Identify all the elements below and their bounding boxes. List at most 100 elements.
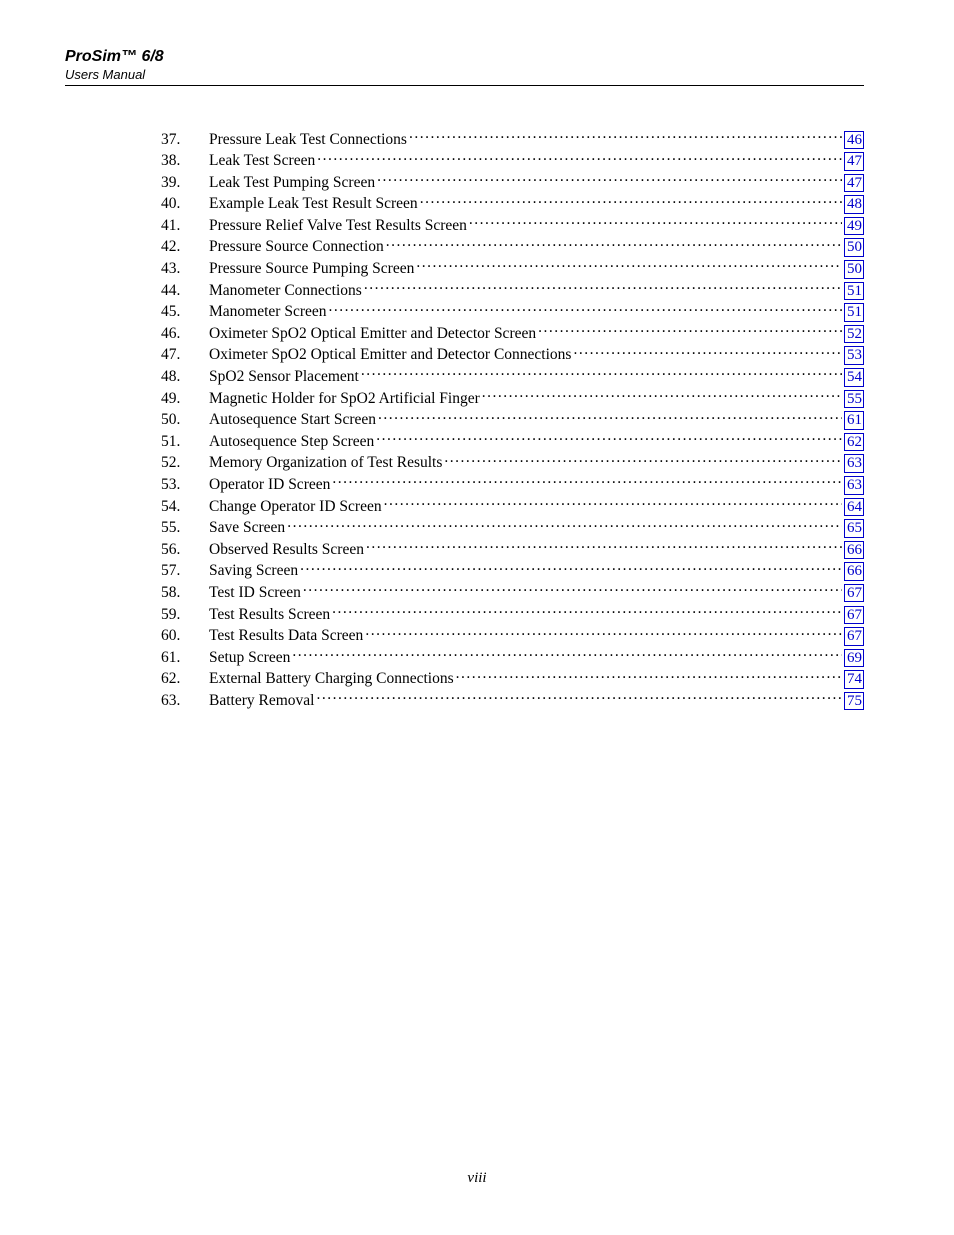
toc-leader-dots xyxy=(287,517,842,533)
toc-entry: 61.Setup Screen69 xyxy=(161,646,864,667)
toc-entry: 46.Oximeter SpO2 Optical Emitter and Det… xyxy=(161,322,864,343)
toc-entry-number: 49. xyxy=(161,390,209,409)
toc-entry: 47.Oximeter SpO2 Optical Emitter and Det… xyxy=(161,344,864,365)
toc-entry: 58.Test ID Screen67 xyxy=(161,581,864,602)
toc-leader-dots xyxy=(329,301,843,317)
toc-entry-number: 63. xyxy=(161,692,209,711)
toc-page-link[interactable]: 67 xyxy=(844,584,864,603)
toc-page-link[interactable]: 49 xyxy=(844,217,864,236)
toc-page-link[interactable]: 50 xyxy=(844,238,864,257)
toc-leader-dots xyxy=(444,452,842,468)
toc-page-link[interactable]: 67 xyxy=(844,627,864,646)
toc-page-link[interactable]: 69 xyxy=(844,649,864,668)
toc-entry-number: 60. xyxy=(161,627,209,646)
toc-entry-title: Test Results Screen xyxy=(209,606,330,625)
toc-page-link[interactable]: 66 xyxy=(844,541,864,560)
toc-entry: 48.SpO2 Sensor Placement54 xyxy=(161,366,864,387)
header-title: ProSim™ 6/8 xyxy=(65,48,864,66)
toc-page-link[interactable]: 53 xyxy=(844,346,864,365)
toc-entry-number: 46. xyxy=(161,325,209,344)
toc-leader-dots xyxy=(366,538,842,554)
toc-entry-title: Autosequence Step Screen xyxy=(209,433,374,452)
toc-entry: 59.Test Results Screen 67 xyxy=(161,603,864,624)
toc-page-link[interactable]: 55 xyxy=(844,390,864,409)
toc-entry: 49.Magnetic Holder for SpO2 Artificial F… xyxy=(161,387,864,408)
toc-leader-dots xyxy=(303,581,842,597)
toc-page-link[interactable]: 46 xyxy=(844,131,864,150)
toc-leader-dots xyxy=(573,344,842,360)
toc-entry: 60.Test Results Data Screen 67 xyxy=(161,625,864,646)
toc-leader-dots xyxy=(361,366,842,382)
toc-entry: 63.Battery Removal75 xyxy=(161,689,864,710)
toc-entry-title: Example Leak Test Result Screen xyxy=(209,195,418,214)
toc-page-link[interactable]: 64 xyxy=(844,498,864,517)
toc-entry-title: Test ID Screen xyxy=(209,584,301,603)
toc-entry-title: External Battery Charging Connections xyxy=(209,670,454,689)
toc-entry-number: 54. xyxy=(161,498,209,517)
toc-entry-number: 42. xyxy=(161,238,209,257)
toc-entry-number: 61. xyxy=(161,649,209,668)
toc-entry-title: Pressure Source Connection xyxy=(209,238,384,257)
toc-page-link[interactable]: 52 xyxy=(844,325,864,344)
toc-entry-number: 44. xyxy=(161,282,209,301)
page-header: ProSim™ 6/8 Users Manual xyxy=(65,48,864,86)
toc-leader-dots xyxy=(538,322,842,338)
toc-page-link[interactable]: 47 xyxy=(844,174,864,193)
toc-page-link[interactable]: 67 xyxy=(844,606,864,625)
toc-entry: 57.Saving Screen 66 xyxy=(161,560,864,581)
toc-page-link[interactable]: 63 xyxy=(844,454,864,473)
toc-page-link[interactable]: 47 xyxy=(844,152,864,171)
toc-entry-title: Saving Screen xyxy=(209,562,298,581)
toc-entry-number: 43. xyxy=(161,260,209,279)
toc-leader-dots xyxy=(420,193,842,209)
toc-page-link[interactable]: 65 xyxy=(844,519,864,538)
toc-entry-title: Change Operator ID Screen xyxy=(209,498,382,517)
toc-entry: 42.Pressure Source Connection 50 xyxy=(161,236,864,257)
page-number: viii xyxy=(0,1170,954,1187)
toc-page-link[interactable]: 63 xyxy=(844,476,864,495)
toc-entry: 50.Autosequence Start Screen61 xyxy=(161,409,864,430)
toc-entry-number: 38. xyxy=(161,152,209,171)
toc-entry: 43.Pressure Source Pumping Screen 50 xyxy=(161,258,864,279)
toc-entry-number: 37. xyxy=(161,131,209,150)
toc-entry-title: Oximeter SpO2 Optical Emitter and Detect… xyxy=(209,346,571,365)
toc-page-link[interactable]: 48 xyxy=(844,195,864,214)
header-subtitle: Users Manual xyxy=(65,67,864,82)
toc-page-link[interactable]: 61 xyxy=(844,411,864,430)
toc-entry-title: Manometer Screen xyxy=(209,303,327,322)
toc-entry-title: Memory Organization of Test Results xyxy=(209,454,442,473)
toc-entry-title: Observed Results Screen xyxy=(209,541,364,560)
toc-entry: 45.Manometer Screen 51 xyxy=(161,301,864,322)
toc-page-link[interactable]: 74 xyxy=(844,670,864,689)
toc-entry-number: 59. xyxy=(161,606,209,625)
table-of-contents: 37.Pressure Leak Test Connections4638.Le… xyxy=(161,128,864,711)
toc-entry-number: 51. xyxy=(161,433,209,452)
toc-entry-title: Leak Test Pumping Screen xyxy=(209,174,375,193)
toc-entry-number: 47. xyxy=(161,346,209,365)
toc-entry-number: 50. xyxy=(161,411,209,430)
toc-entry-number: 39. xyxy=(161,174,209,193)
toc-page-link[interactable]: 54 xyxy=(844,368,864,387)
toc-entry-title: Test Results Data Screen xyxy=(209,627,363,646)
toc-leader-dots xyxy=(409,128,842,144)
toc-page-link[interactable]: 66 xyxy=(844,562,864,581)
document-page: ProSim™ 6/8 Users Manual 37.Pressure Lea… xyxy=(0,0,954,771)
toc-entry-number: 40. xyxy=(161,195,209,214)
toc-page-link[interactable]: 62 xyxy=(844,433,864,452)
toc-entry: 56.Observed Results Screen 66 xyxy=(161,538,864,559)
toc-entry-number: 57. xyxy=(161,562,209,581)
toc-page-link[interactable]: 51 xyxy=(844,282,864,301)
toc-leader-dots xyxy=(469,214,842,230)
toc-page-link[interactable]: 50 xyxy=(844,260,864,279)
toc-leader-dots xyxy=(376,430,842,446)
toc-entry-number: 48. xyxy=(161,368,209,387)
toc-leader-dots xyxy=(300,560,842,576)
toc-entry: 62.External Battery Charging Connections… xyxy=(161,668,864,689)
toc-entry-number: 52. xyxy=(161,454,209,473)
toc-entry-number: 56. xyxy=(161,541,209,560)
toc-entry: 55.Save Screen65 xyxy=(161,517,864,538)
toc-page-link[interactable]: 75 xyxy=(844,692,864,711)
toc-entry-number: 45. xyxy=(161,303,209,322)
toc-entry-title: Pressure Source Pumping Screen xyxy=(209,260,414,279)
toc-page-link[interactable]: 51 xyxy=(844,303,864,322)
